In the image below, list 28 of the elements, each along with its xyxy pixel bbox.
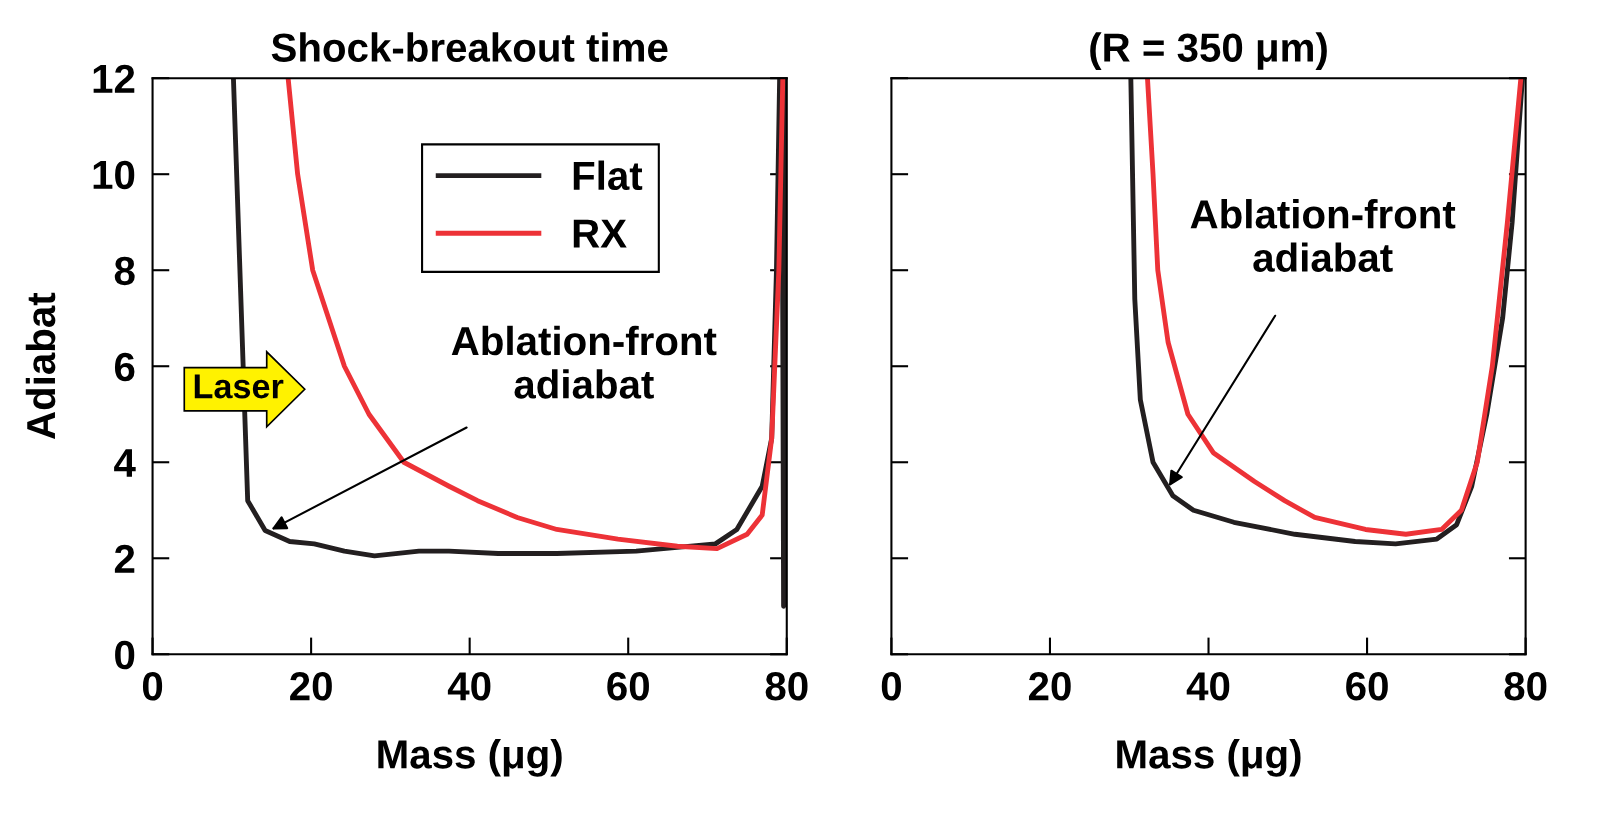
x-tick-label: 60 <box>1346 672 1388 701</box>
x-tick-label: 40 <box>1186 672 1230 701</box>
annotation: Ablation-front adiabat <box>451 325 717 399</box>
x-tick-label: 40 <box>447 672 491 701</box>
legend-label: RX <box>573 219 627 248</box>
chart-title: (R = 350 μm) <box>1090 32 1327 70</box>
x-tick-label: 0 <box>881 672 901 701</box>
annotation: Ablation-front adiabat <box>1190 199 1456 272</box>
y-tick-label: 12 <box>93 64 135 93</box>
x-tick-label: 20 <box>1028 672 1071 701</box>
y-tick-label: 0 <box>115 640 135 670</box>
x-tick-label: 20 <box>290 672 332 701</box>
chart-title: Shock-breakout time <box>271 32 668 62</box>
annotation: Laser <box>194 374 284 399</box>
x-axis-title: Mass (μg) <box>1117 739 1301 777</box>
x-tick-label: 80 <box>765 672 808 701</box>
x-tick-label: 60 <box>607 672 649 701</box>
legend-label: Flat <box>573 160 643 191</box>
y-tick-label: 6 <box>114 352 135 382</box>
x-axis-title: Mass (μg) <box>378 739 562 777</box>
y-axis-title: Adiabat <box>25 292 56 440</box>
line-series <box>285 78 786 552</box>
y-tick-label: 8 <box>114 256 135 286</box>
y-tick-label: 2 <box>114 544 135 573</box>
x-tick-label: 0 <box>142 672 163 701</box>
x-tick-label: 80 <box>1504 672 1547 701</box>
y-tick-label: 4 <box>114 449 136 477</box>
y-tick-label: 10 <box>93 160 135 190</box>
